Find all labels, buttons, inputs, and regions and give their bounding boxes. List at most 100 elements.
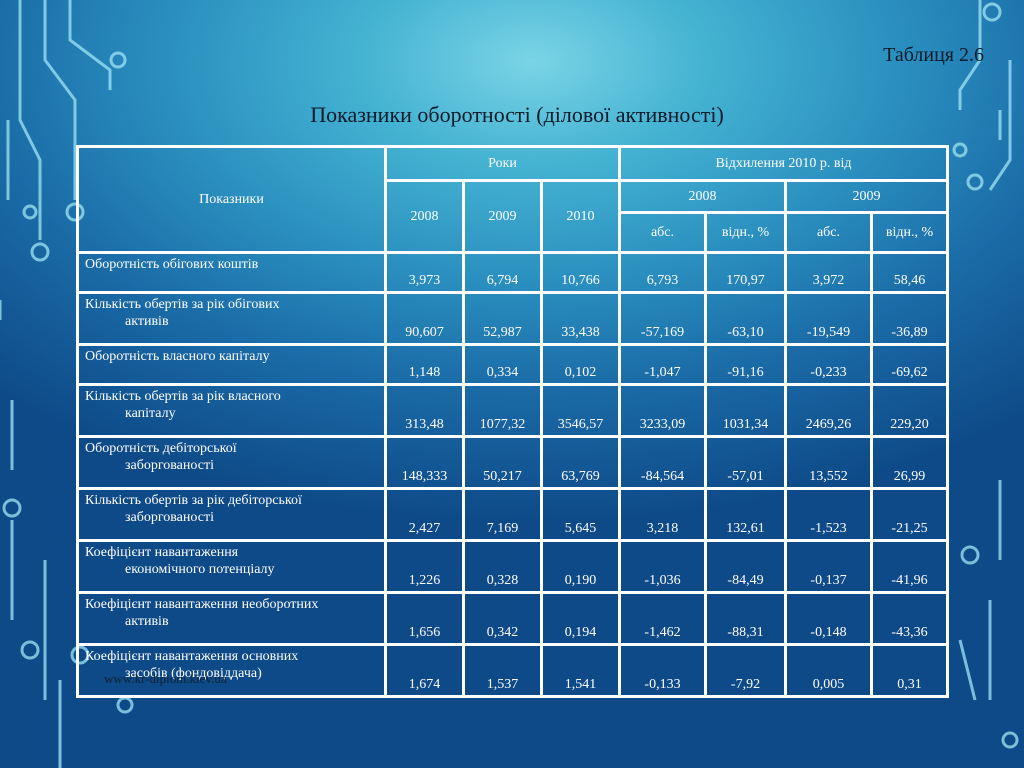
indicators-table: Показники Роки Відхилення 2010 р. від 20… xyxy=(76,145,950,698)
row-label-line2: економічного потенціалу xyxy=(125,562,275,577)
row-label: Кількість обертів за рік власного капітал… xyxy=(76,383,387,438)
row-label: Кількість обертів за рік дебіторської заб… xyxy=(76,487,387,542)
row-label-line2: засобів (фондовіддача) xyxy=(125,666,262,681)
value-cell: 13,552 xyxy=(784,435,873,490)
value-cell: 3,218 xyxy=(618,487,707,542)
row-label-line2: активів xyxy=(125,314,169,329)
value-cell: -84,49 xyxy=(704,539,787,594)
value-cell: 6,793 xyxy=(618,251,707,294)
row-label: Коефіцієнт навантаження необоротних актив… xyxy=(76,591,387,646)
row-label-line2: активів xyxy=(125,614,169,629)
table-title: Показники оборотності (ділової активност… xyxy=(310,102,724,127)
table-row: Кількість обертів за рік власного капітал… xyxy=(76,383,950,438)
value-cell: 0,342 xyxy=(462,591,543,646)
header-deviation: Відхилення 2010 р. від xyxy=(617,145,950,182)
value-cell: 7,169 xyxy=(462,487,543,542)
value-cell: -57,169 xyxy=(618,291,707,346)
row-label-line2: заборгованості xyxy=(125,458,214,473)
value-cell: 1,537 xyxy=(462,643,543,698)
value-cell: -63,10 xyxy=(704,291,787,346)
value-cell: 170,97 xyxy=(704,251,787,294)
value-cell: -19,549 xyxy=(784,291,873,346)
header-rel-2009: відн., % xyxy=(869,211,950,254)
value-cell: 33,438 xyxy=(540,291,621,346)
table-row: Оборотність обігових коштів 3,973 6,794 10,… xyxy=(76,251,950,294)
value-cell: -43,36 xyxy=(869,591,950,646)
value-cell: -0,233 xyxy=(784,343,873,386)
table-row: Оборотність власного капіталу 1,148 0,334 0… xyxy=(76,343,950,386)
table-row: Коефіцієнт навантаження основних засобів … xyxy=(76,643,950,698)
value-cell: 2469,26 xyxy=(784,383,873,438)
value-cell: -0,148 xyxy=(784,591,873,646)
value-cell: -36,89 xyxy=(869,291,950,346)
table-row: Кількість обертів за рік обігових активів… xyxy=(76,291,950,346)
row-label-line1: Оборотність обігових коштів xyxy=(85,257,259,272)
row-label-line1: Коефіцієнт навантаження основних xyxy=(85,649,299,664)
value-cell: 90,607 xyxy=(384,291,465,346)
value-cell: 63,769 xyxy=(540,435,621,490)
header-rel-2008: відн., % xyxy=(704,211,787,254)
header-year-2010: 2010 xyxy=(540,179,621,254)
value-cell: 52,987 xyxy=(462,291,543,346)
value-cell: -21,25 xyxy=(869,487,950,542)
header-abs-2009: абс. xyxy=(784,211,873,254)
table-row: Коефіцієнт навантаження економічного поте… xyxy=(76,539,950,594)
row-label-line1: Коефіцієнт навантаження необоротних xyxy=(85,597,319,612)
value-cell: -88,31 xyxy=(704,591,787,646)
value-cell: 148,333 xyxy=(384,435,465,490)
header-year-2009: 2009 xyxy=(462,179,543,254)
value-cell: 1,656 xyxy=(384,591,465,646)
value-cell: -1,047 xyxy=(618,343,707,386)
value-cell: -84,564 xyxy=(618,435,707,490)
row-label-line1: Коефіцієнт навантаження xyxy=(85,545,239,560)
value-cell: 1077,32 xyxy=(462,383,543,438)
row-label: Коефіцієнт навантаження економічного поте… xyxy=(76,539,387,594)
value-cell: 1,674 xyxy=(384,643,465,698)
row-label-line2: капіталу xyxy=(125,406,176,421)
header-deviation-2008: 2008 xyxy=(618,179,787,214)
header-year-2008: 2008 xyxy=(384,179,465,254)
table-row: Оборотність дебіторської заборгованості 14… xyxy=(76,435,950,490)
row-label: Оборотність власного капіталу xyxy=(76,343,387,386)
watermark-url: www.kr-diplom.kiev.ua xyxy=(104,671,227,686)
value-cell: 0,005 xyxy=(784,643,873,698)
row-label-line1: Кількість обертів за рік обігових xyxy=(85,297,280,312)
value-cell: 50,217 xyxy=(462,435,543,490)
row-label-line1: Кількість обертів за рік власного xyxy=(85,389,281,404)
row-label: Оборотність обігових коштів xyxy=(76,251,387,294)
value-cell: 5,645 xyxy=(540,487,621,542)
value-cell: -1,036 xyxy=(618,539,707,594)
value-cell: 3,972 xyxy=(784,251,873,294)
row-label: Кількість обертів за рік обігових активів xyxy=(76,291,387,346)
table-row: Кількість обертів за рік дебіторської заб… xyxy=(76,487,950,542)
value-cell: 3,973 xyxy=(384,251,465,294)
value-cell: 0,31 xyxy=(869,643,950,698)
value-cell: 3546,57 xyxy=(540,383,621,438)
header-deviation-2009: 2009 xyxy=(783,179,950,214)
header-abs-2008: абс. xyxy=(618,211,707,254)
value-cell: -57,01 xyxy=(704,435,787,490)
value-cell: -1,462 xyxy=(618,591,707,646)
row-label: Коефіцієнт навантаження основних засобів … xyxy=(76,643,387,698)
value-cell: -41,96 xyxy=(869,539,950,594)
value-cell: 0,334 xyxy=(462,343,543,386)
value-cell: 10,766 xyxy=(540,251,621,294)
value-cell: 0,102 xyxy=(540,343,621,386)
value-cell: -0,137 xyxy=(784,539,873,594)
value-cell: -1,523 xyxy=(784,487,873,542)
value-cell: -91,16 xyxy=(704,343,787,386)
value-cell: -0,133 xyxy=(618,643,707,698)
value-cell: 1,226 xyxy=(384,539,465,594)
table-caption: Таблиця 2.6 xyxy=(883,44,984,66)
header-years: Роки xyxy=(384,145,621,182)
value-cell: 313,48 xyxy=(384,383,465,438)
row-label-line2: заборгованості xyxy=(125,510,214,525)
value-cell: 1,148 xyxy=(384,343,465,386)
value-cell: 58,46 xyxy=(869,251,950,294)
value-cell: 229,20 xyxy=(869,383,950,438)
row-label-line1: Оборотність дебіторської xyxy=(85,441,237,456)
value-cell: -7,92 xyxy=(704,643,787,698)
value-cell: 0,190 xyxy=(540,539,621,594)
row-label-line1: Оборотність власного капіталу xyxy=(85,349,270,364)
row-label: Оборотність дебіторської заборгованості xyxy=(76,435,387,490)
